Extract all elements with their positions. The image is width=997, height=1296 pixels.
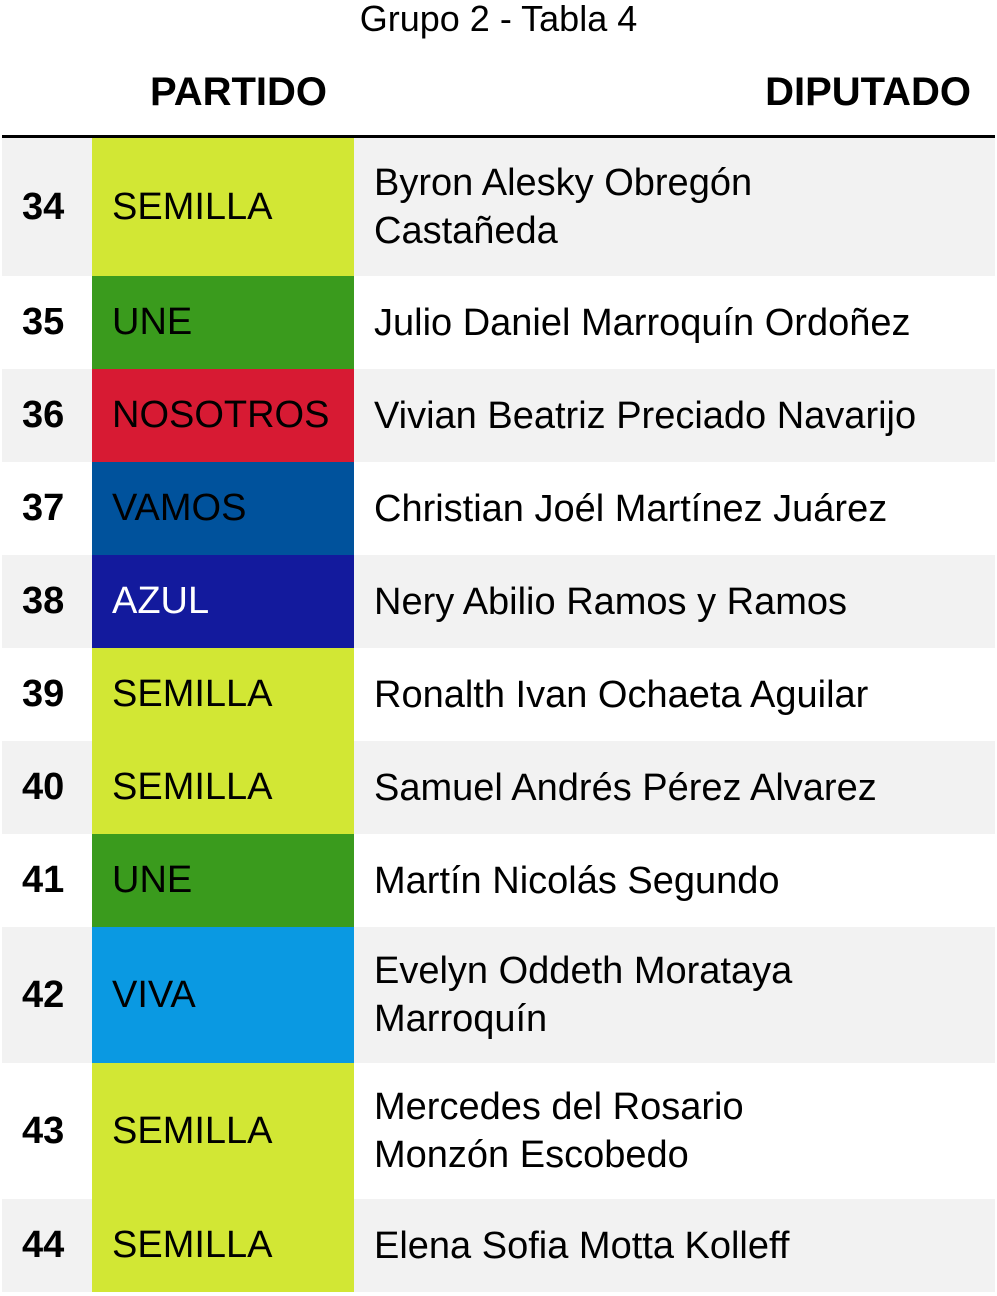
party-cell: UNE (92, 276, 354, 369)
table-title: Grupo 2 - Tabla 4 (359, 0, 638, 39)
row-number: 39 (22, 673, 65, 715)
table-body: 34 SEMILLA Byron Alesky Obregón Castañeda 3… (2, 138, 995, 1292)
party-cell: VIVA (92, 927, 354, 1063)
deputy-name-cell: Nery Abilio Ramos y Ramos (374, 580, 848, 623)
row-number: 40 (22, 766, 65, 808)
party-cell: VAMOS (92, 462, 354, 555)
column-header-diputado: DIPUTADO (765, 70, 971, 114)
deputy-name-cell: Samuel Andrés Pérez Alvarez (374, 766, 877, 809)
deputy-name-cell: Byron Alesky Obregón Castañeda (374, 162, 753, 252)
party-cell: SEMILLA (92, 138, 354, 276)
table-row: 40 SEMILLA Samuel Andrés Pérez Alvarez (2, 741, 995, 834)
table-row: 41 UNE Martín Nicolás Segundo (2, 834, 995, 927)
row-number: 43 (22, 1109, 65, 1152)
table-row: 43 SEMILLA Mercedes del Rosario Monzón Esc… (2, 1063, 995, 1199)
party-cell: SEMILLA (92, 741, 354, 834)
row-number: 44 (22, 1224, 65, 1266)
deputy-name-cell: Evelyn Oddeth Morataya Marroquín (374, 950, 793, 1040)
party-cell: SEMILLA (92, 648, 354, 741)
table-row: 39 SEMILLA Ronalth Ivan Ochaeta Aguilar (2, 648, 995, 741)
party-cell: AZUL (92, 555, 354, 648)
party-cell: UNE (92, 834, 354, 927)
row-number: 42 (22, 973, 65, 1016)
table-row: 44 SEMILLA Elena Sofia Motta Kolleff (2, 1199, 995, 1292)
deputy-name-cell: Mercedes del Rosario Monzón Escobedo (374, 1086, 744, 1176)
party-cell: NOSOTROS (92, 369, 354, 462)
table-header: PARTIDO DIPUTADO (2, 42, 995, 138)
deputy-name-cell: Elena Sofia Motta Kolleff (374, 1224, 790, 1267)
table-row: 34 SEMILLA Byron Alesky Obregón Castañeda (2, 138, 995, 276)
row-number: 35 (22, 301, 65, 343)
table-row: 38 AZUL Nery Abilio Ramos y Ramos (2, 555, 995, 648)
row-number: 36 (22, 394, 65, 436)
deputy-name-cell: Ronalth Ivan Ochaeta Aguilar (374, 673, 869, 716)
deputy-name-cell: Julio Daniel Marroquín Ordoñez (374, 301, 911, 344)
column-header-partido: PARTIDO (150, 70, 328, 114)
row-number: 37 (22, 487, 65, 529)
deputy-name-cell: Vivian Beatriz Preciado Navarijo (374, 394, 917, 437)
party-cell: SEMILLA (92, 1199, 354, 1292)
table-row: 37 VAMOS Christian Joél Martínez Juárez (2, 462, 995, 555)
deputy-name-cell: Christian Joél Martínez Juárez (374, 487, 888, 530)
row-number: 34 (22, 185, 65, 228)
row-number: 38 (22, 580, 65, 622)
row-number: 41 (22, 859, 65, 901)
table-row: 36 NOSOTROS Vivian Beatriz Preciado Navari… (2, 369, 995, 462)
table-row: 42 VIVA Evelyn Oddeth Morataya Marroquín (2, 927, 995, 1063)
party-cell: SEMILLA (92, 1063, 354, 1199)
deputy-name-cell: Martín Nicolás Segundo (374, 859, 780, 902)
table-row: 35 UNE Julio Daniel Marroquín Ordoñez (2, 276, 995, 369)
